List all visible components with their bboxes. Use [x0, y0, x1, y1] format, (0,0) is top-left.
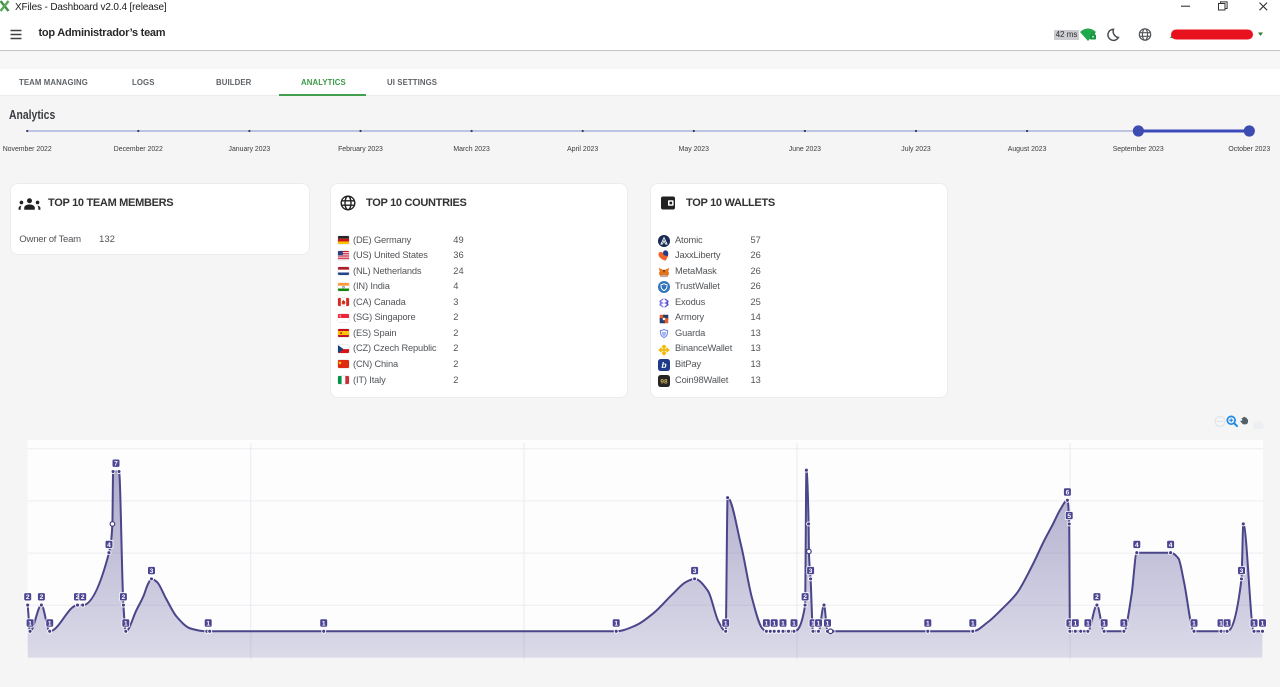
svg-text:1: 1	[1261, 620, 1265, 627]
svg-text:4: 4	[1135, 542, 1139, 549]
svg-text:6: 6	[1066, 489, 1070, 496]
svg-text:1: 1	[1122, 620, 1126, 627]
svg-text:7: 7	[114, 461, 118, 468]
svg-text:1: 1	[614, 620, 618, 627]
svg-text:3: 3	[150, 568, 154, 575]
svg-text:1: 1	[1192, 620, 1196, 627]
svg-text:1: 1	[206, 620, 210, 627]
svg-text:b: b	[661, 360, 666, 370]
svg-text:1: 1	[811, 620, 815, 627]
svg-text:1: 1	[1219, 620, 1223, 627]
svg-text:1: 1	[792, 620, 796, 627]
svg-text:98: 98	[660, 378, 668, 385]
svg-text:1: 1	[322, 620, 326, 627]
svg-text:1: 1	[124, 620, 128, 627]
svg-text:1: 1	[48, 620, 52, 627]
svg-text:1: 1	[817, 620, 821, 627]
svg-text:1: 1	[28, 620, 32, 627]
svg-text:2: 2	[803, 594, 807, 601]
svg-text:3: 3	[693, 568, 697, 575]
svg-text:4: 4	[1169, 542, 1173, 549]
svg-text:1: 1	[826, 620, 830, 627]
svg-text:1: 1	[1073, 620, 1077, 627]
svg-text:2: 2	[40, 594, 44, 601]
svg-text:2: 2	[76, 594, 80, 601]
svg-text:1: 1	[765, 620, 769, 627]
svg-text:2: 2	[81, 594, 85, 601]
svg-text:1: 1	[1068, 620, 1072, 627]
svg-text:1: 1	[772, 620, 776, 627]
svg-text:3: 3	[1240, 568, 1244, 575]
svg-text:5: 5	[1067, 513, 1071, 520]
svg-text:1: 1	[724, 620, 728, 627]
svg-text:2: 2	[122, 594, 126, 601]
svg-text:1: 1	[1102, 620, 1106, 627]
svg-text:4: 4	[107, 542, 111, 549]
svg-text:1: 1	[926, 620, 930, 627]
svg-text:1: 1	[1225, 620, 1229, 627]
svg-text:2: 2	[26, 594, 30, 601]
svg-text:1: 1	[1252, 620, 1256, 627]
svg-text:1: 1	[971, 620, 975, 627]
svg-text:1: 1	[781, 620, 785, 627]
svg-text:3: 3	[809, 568, 813, 575]
svg-text:1: 1	[1086, 620, 1090, 627]
svg-text:2: 2	[1095, 594, 1099, 601]
